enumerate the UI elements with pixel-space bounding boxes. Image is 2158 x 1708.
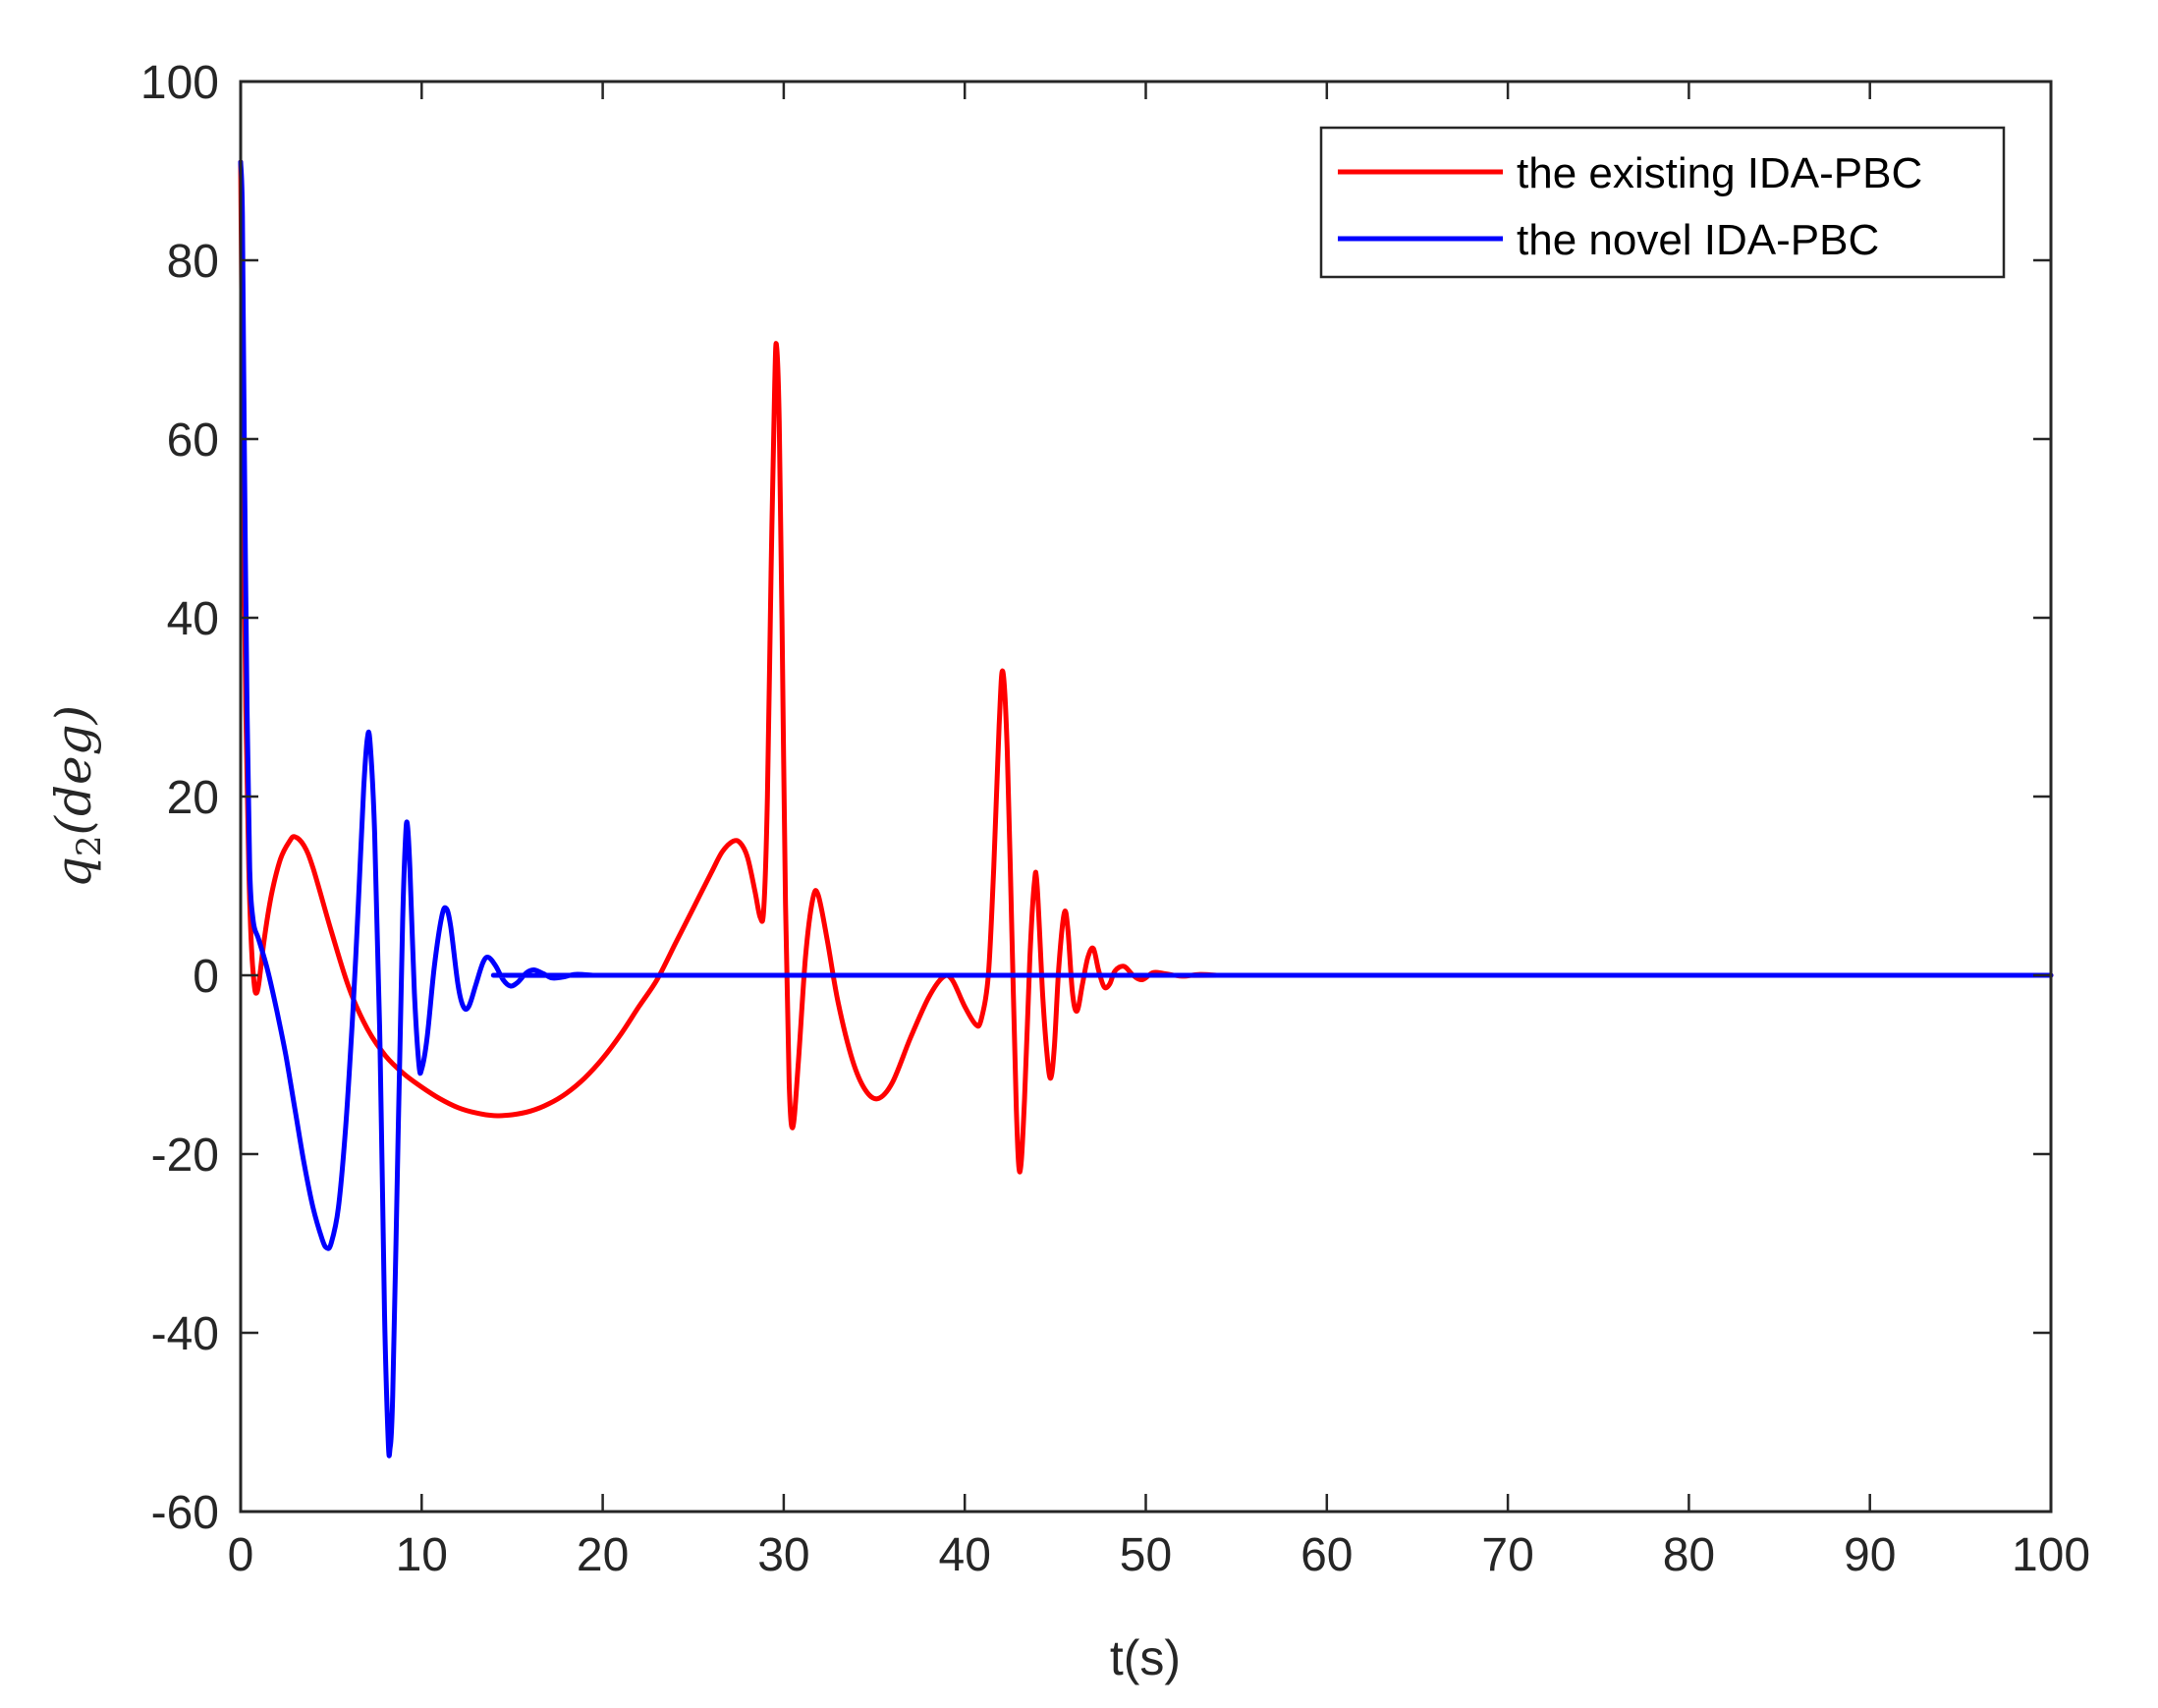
y-tick-label: 100 [140,57,219,109]
x-tick-label: 20 [577,1529,629,1581]
x-tick-label: 100 [2012,1529,2090,1581]
y-tick-label: -40 [151,1308,219,1360]
y-tick-label: 40 [167,593,219,645]
y-tick-label: -60 [151,1487,219,1539]
x-tick-label: 90 [1844,1529,1896,1581]
y-tick-label: 0 [193,951,219,1003]
legend-label-existing: the existing IDA-PBC [1517,149,1922,197]
y-tick-label: 80 [167,236,219,288]
legend: the existing IDA-PBC the novel IDA-PBC [1319,126,2006,279]
legend-box [1319,126,2006,279]
x-tick-label: 10 [396,1529,448,1581]
y-tick-label: -20 [151,1129,219,1182]
y-axis-label: q2(deg) [45,705,109,888]
x-tick-label: 70 [1481,1529,1533,1581]
x-tick-label: 30 [757,1529,809,1581]
x-axis-label: t(s) [1110,1630,1181,1685]
y-tick-label: 20 [167,772,219,824]
x-tick-label: 60 [1300,1529,1353,1581]
y-axis-label-subscript: 2 [70,835,109,856]
series-line-existing-ida-pbc [238,159,2054,1175]
x-tick-label: 50 [1120,1529,1172,1581]
series-layer [238,159,2054,1459]
plot-area [241,82,2051,1512]
x-tick-label: 0 [228,1529,254,1581]
x-tick-label: 80 [1663,1529,1715,1581]
x-tick-label: 40 [939,1529,991,1581]
y-axis-label-main: q [45,856,102,888]
y-tick-label: 60 [167,414,219,467]
tick-layer: 0 10 20 30 40 50 60 70 80 90 100 -60 -40 -20 0 20 40 60 80… [140,57,2090,1581]
legend-label-novel: the novel IDA-PBC [1517,216,1879,264]
y-axis-label-rest: (deg) [45,705,102,836]
series-line-novel-ida-pbc [238,159,2054,1459]
